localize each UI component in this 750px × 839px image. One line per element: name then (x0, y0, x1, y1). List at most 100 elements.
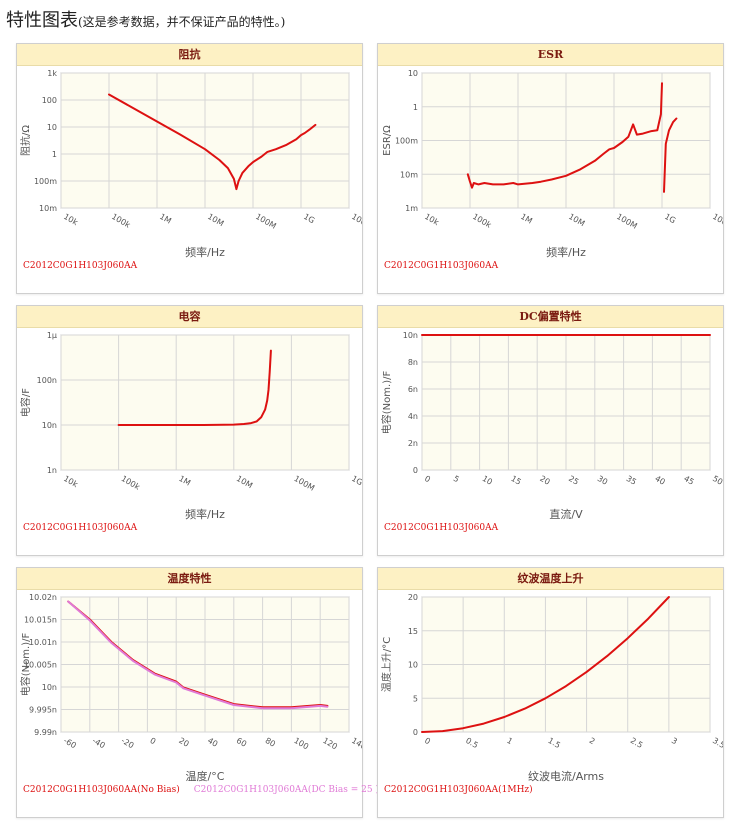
y-axis-label: ESR/Ω (382, 125, 393, 156)
chart-panel-esr: ESR 10k 100k 1M 10M 100M 1G 10G 1m 10m 100m 1 10 频率/… (377, 43, 724, 294)
y-tick-label: 10m (400, 170, 418, 179)
x-tick-label: 1G (302, 212, 316, 225)
x-tick-label: 10M (206, 212, 225, 228)
y-tick-label: 10n (42, 683, 57, 692)
x-tick-label: 10G (711, 212, 723, 228)
y-tick-label: 2n (408, 439, 418, 448)
chart-title: 温度特性 (17, 568, 362, 590)
y-axis-label: 温度上升/°C (380, 637, 393, 692)
y-tick-label: 0 (413, 728, 418, 737)
x-tick-label: -20 (120, 736, 136, 750)
y-tick-label: 10.005n (24, 661, 57, 670)
y-tick-label: 1 (52, 150, 57, 159)
x-tick-label: 25 (567, 474, 580, 487)
x-tick-label: 1.5 (546, 736, 562, 750)
y-tick-label: 10 (408, 69, 418, 78)
chart-legend: C2012C0G1H103J060AA (23, 523, 151, 533)
x-tick-label: 50 (711, 474, 723, 487)
series-line (117, 349, 272, 426)
y-tick-label: 100m (395, 137, 418, 146)
y-tick-label: 1n (47, 466, 57, 475)
chart-legend: C2012C0G1H103J060AA (384, 261, 512, 271)
chart-title: 电容 (17, 306, 362, 328)
chart-title: 纹波温度上升 (378, 568, 723, 590)
x-tick-label: 10 (481, 474, 494, 487)
x-tick-label: 2.5 (629, 736, 645, 750)
y-tick-label: 1μ (47, 331, 57, 340)
y-tick-label: 100 (42, 96, 57, 105)
x-tick-label: 10M (567, 212, 586, 228)
x-tick-label: 3.5 (711, 736, 723, 750)
x-axis-label: 频率/Hz (185, 507, 225, 521)
series-line (67, 600, 329, 710)
x-axis-label: 频率/Hz (185, 245, 225, 259)
series-line (466, 82, 663, 189)
y-tick-label: 10.01n (29, 638, 57, 647)
series-line (108, 93, 317, 191)
y-tick-label: 6n (408, 385, 418, 394)
chart-impedance: 10k 100k 1M 10M 100M 1G 10G 10m 100m 1 10 100 1k 频率/H… (19, 69, 362, 259)
y-tick-label: 1m (405, 204, 418, 213)
chart-legend: C2012C0G1H103J060AA(1MHz) (384, 785, 547, 795)
x-tick-label: 10k (62, 212, 80, 227)
y-tick-label: 10.02n (29, 593, 57, 602)
y-tick-label: 8n (408, 358, 418, 367)
x-tick-label: 10k (62, 474, 80, 489)
x-tick-label: 3 (670, 736, 679, 746)
series-line (663, 117, 678, 193)
x-tick-label: 20 (538, 474, 551, 487)
chart-legend: C2012C0G1H103J060AA(No Bias) C2012C0G1H10… (23, 785, 393, 795)
legend-entry: C2012C0G1H103J060AA(1MHz) (384, 785, 533, 795)
x-tick-label: 0.5 (464, 736, 480, 750)
y-tick-label: 10 (47, 123, 57, 132)
x-tick-label: 100M (615, 212, 639, 231)
page-title: 特性图表(这是参考数据，并不保证产品的特性。) (6, 6, 285, 32)
chart-ripple-temperature: 0 0.5 1 1.5 2 2.5 3 3.5 0 5 10 15 20 纹波电流/Arms 温度上升/°C (380, 593, 723, 783)
y-tick-label: 100m (34, 177, 57, 186)
chart-panel-temperature: 温度特性 -60 -40 -20 0 20 40 60 80 100 120 140 9.99n 9.9… (16, 567, 379, 818)
x-tick-label: 100k (120, 474, 142, 492)
y-tick-label: 0 (413, 466, 418, 475)
legend-entry: C2012C0G1H103J060AA (23, 261, 138, 271)
y-tick-label: 5 (413, 694, 418, 703)
y-axis-label: 电容/F (19, 388, 32, 417)
y-tick-label: 100n (37, 376, 57, 385)
x-tick-label: 15 (509, 474, 522, 487)
legend-entry: C2012C0G1H103J060AA(DC Bias = 25 ) (193, 785, 379, 795)
y-tick-label: 1 (413, 103, 418, 112)
chart-temperature: -60 -40 -20 0 20 40 60 80 100 120 140 9.99n 9.995n 10… (19, 593, 362, 783)
x-tick-label: 2 (588, 736, 597, 746)
x-axis-label: 频率/Hz (546, 245, 586, 259)
x-tick-label: 1M (158, 212, 173, 226)
chart-title: DC偏置特性 (378, 306, 723, 328)
x-tick-label: -40 (91, 736, 107, 750)
x-tick-label: 1G (663, 212, 677, 225)
chart-panel-ripple: 纹波温度上升 0 0.5 1 1.5 2 2.5 3 3.5 0 5 10 15 20 纹波电流/Arms… (377, 567, 724, 818)
x-tick-label: 20 (177, 736, 190, 749)
x-tick-label: 1G (350, 474, 362, 487)
y-axis-label: 电容(Nom.)/F (380, 371, 393, 435)
x-tick-label: 60 (235, 736, 248, 749)
legend-entry: C2012C0G1H103J060AA (23, 523, 138, 533)
x-tick-label: 5 (452, 474, 461, 484)
x-tick-label: 10k (423, 212, 441, 227)
legend-entry: C2012C0G1H103J060AA(No Bias) (23, 785, 180, 795)
plot-area (60, 334, 350, 471)
y-tick-label: 9.99n (34, 728, 57, 737)
chart-title: ESR (378, 44, 723, 66)
x-tick-label: 10M (235, 474, 254, 490)
x-tick-label: 120 (321, 736, 339, 751)
y-tick-label: 10m (39, 204, 57, 213)
x-tick-label: 1 (505, 736, 514, 746)
y-tick-label: 20 (408, 593, 418, 602)
page-title-main: 特性图表 (6, 10, 78, 31)
x-tick-label: 100k (471, 212, 493, 230)
chart-legend: C2012C0G1H103J060AA (23, 261, 151, 271)
x-tick-label: 0 (423, 736, 432, 746)
page-title-subtitle: (这是参考数据，并不保证产品的特性。) (78, 15, 286, 29)
x-tick-label: 100k (110, 212, 132, 230)
y-tick-label: 4n (408, 412, 418, 421)
y-tick-label: 9.995n (29, 706, 57, 715)
y-tick-label: 1k (47, 69, 57, 78)
y-tick-label: 10n (403, 331, 418, 340)
